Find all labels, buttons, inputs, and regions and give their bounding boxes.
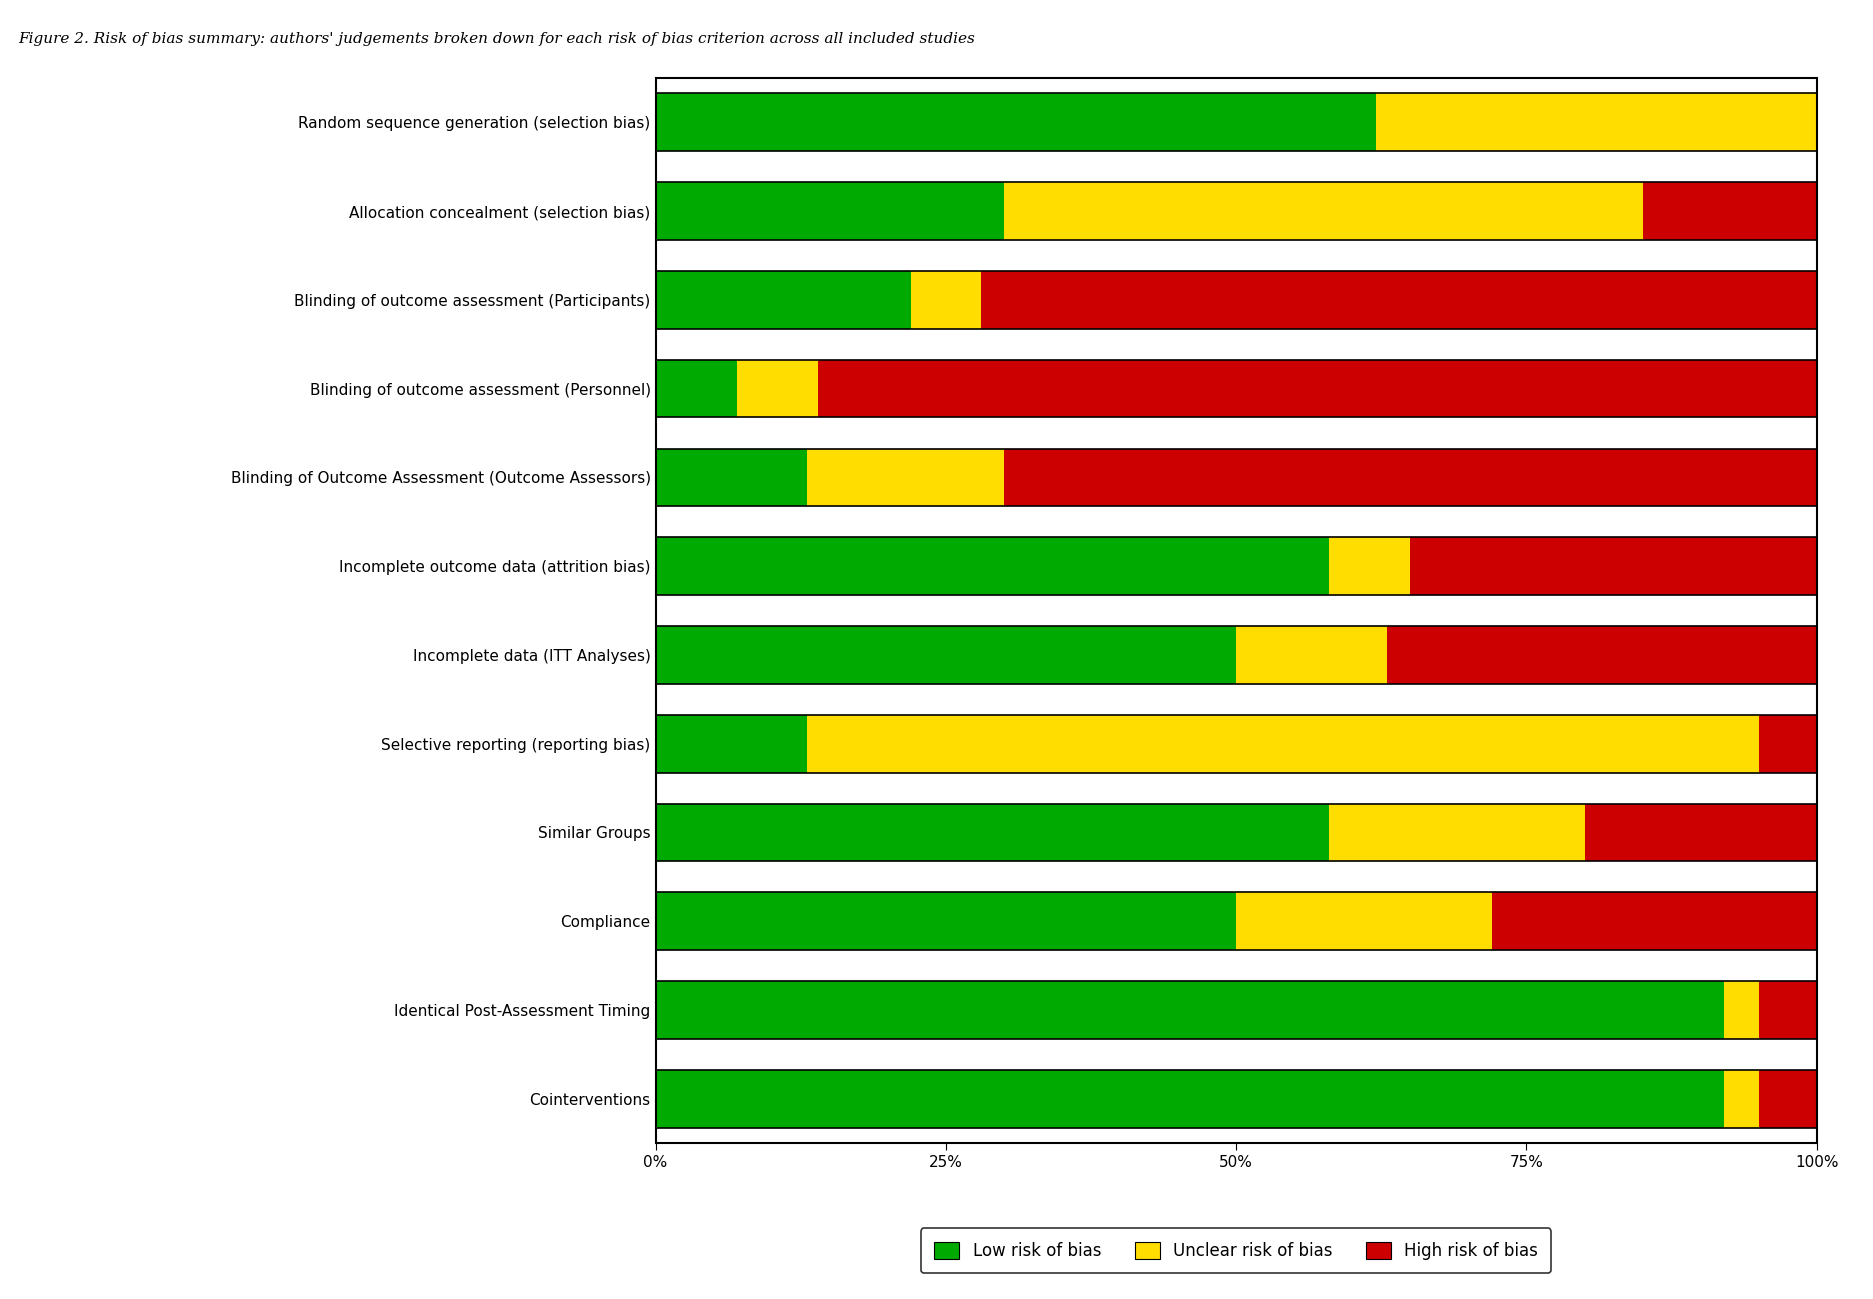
- Bar: [656, 892, 1236, 950]
- Bar: [1759, 1070, 1817, 1128]
- Bar: [1330, 804, 1585, 861]
- Bar: [1410, 538, 1817, 595]
- Legend: Low risk of bias, Unclear risk of bias, High risk of bias: Low risk of bias, Unclear risk of bias, …: [922, 1229, 1551, 1273]
- Bar: [1375, 94, 1817, 151]
- Bar: [1585, 804, 1817, 861]
- Bar: [736, 360, 819, 417]
- Bar: [656, 626, 1236, 683]
- Bar: [981, 271, 1817, 329]
- Bar: [656, 271, 910, 329]
- Bar: [807, 714, 1759, 773]
- Bar: [656, 892, 1817, 950]
- Bar: [656, 626, 1817, 683]
- Bar: [807, 448, 1004, 507]
- Bar: [910, 271, 981, 329]
- Bar: [1643, 182, 1817, 240]
- Bar: [656, 538, 1817, 595]
- Bar: [1723, 1070, 1759, 1128]
- Bar: [656, 94, 1817, 151]
- Bar: [1759, 714, 1817, 773]
- Bar: [656, 182, 1004, 240]
- Bar: [656, 1070, 1817, 1128]
- Bar: [656, 182, 1817, 240]
- Bar: [656, 448, 807, 507]
- Bar: [656, 448, 1817, 507]
- Bar: [1723, 981, 1759, 1039]
- Bar: [1004, 182, 1643, 240]
- Bar: [1236, 892, 1491, 950]
- Bar: [656, 1070, 1723, 1128]
- Bar: [656, 360, 1817, 417]
- Bar: [1388, 626, 1817, 683]
- Bar: [1330, 538, 1410, 595]
- Bar: [819, 360, 1817, 417]
- Bar: [656, 981, 1817, 1039]
- Bar: [1759, 981, 1817, 1039]
- Text: Figure 2. Risk of bias summary: authors' judgements broken down for each risk of: Figure 2. Risk of bias summary: authors'…: [19, 32, 976, 47]
- Bar: [656, 804, 1330, 861]
- Bar: [656, 804, 1817, 861]
- Bar: [656, 94, 1375, 151]
- Bar: [1491, 892, 1817, 950]
- Bar: [656, 271, 1817, 329]
- Bar: [1004, 448, 1817, 507]
- Bar: [1236, 626, 1388, 683]
- Bar: [656, 981, 1723, 1039]
- Bar: [656, 714, 1817, 773]
- Bar: [656, 360, 736, 417]
- Bar: [656, 538, 1330, 595]
- Bar: [656, 714, 807, 773]
